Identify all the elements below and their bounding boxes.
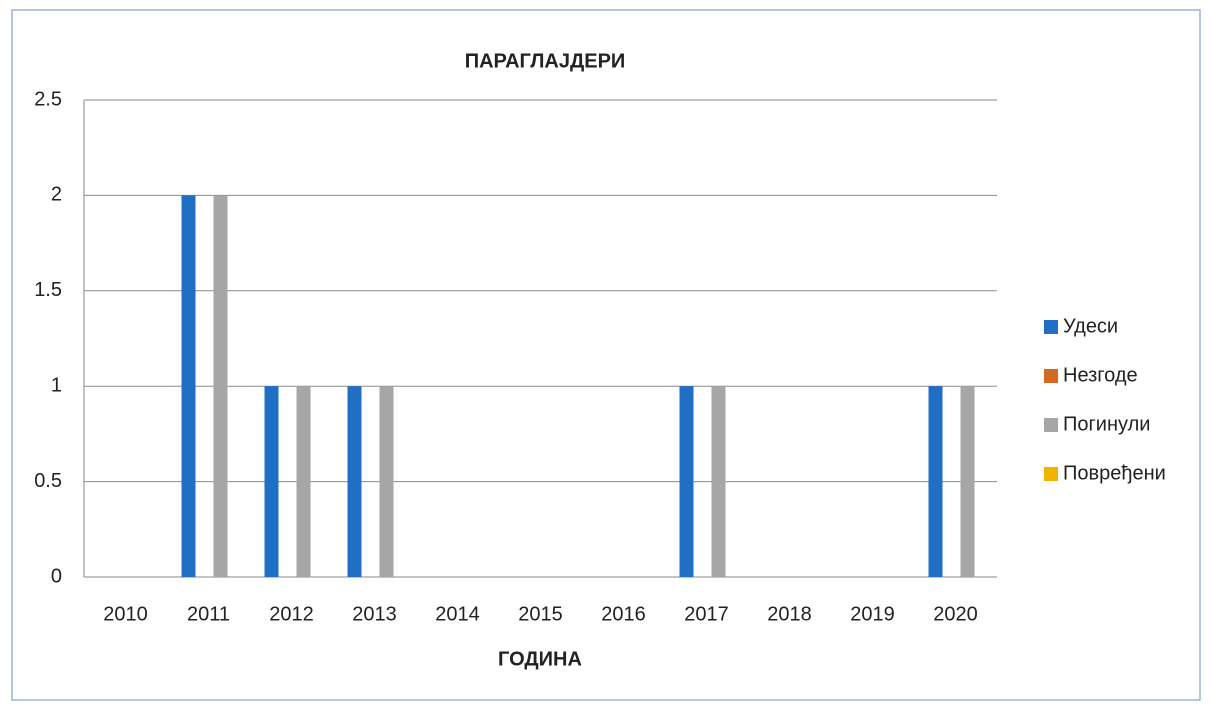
- legend-swatch: [1044, 320, 1058, 334]
- bar: [928, 386, 943, 577]
- chart-frame: [11, 9, 1201, 701]
- x-axis-label: ГОДИНА: [498, 648, 582, 670]
- x-tick-label: 2020: [933, 603, 978, 625]
- x-tick-label: 2018: [767, 603, 812, 625]
- x-tick-label: 2015: [518, 603, 563, 625]
- bar: [379, 386, 394, 577]
- chart-title: ПАРАГЛАЈДЕРИ: [465, 50, 626, 72]
- x-tick-label: 2012: [269, 603, 314, 625]
- x-tick-label: 2016: [601, 603, 646, 625]
- bar: [296, 386, 311, 577]
- bar: [960, 386, 975, 577]
- bar: [711, 386, 726, 577]
- bar: [679, 386, 694, 577]
- x-tick-label: 2014: [435, 603, 480, 625]
- legend-label: Удеси: [1063, 315, 1118, 337]
- x-tick-label: 2011: [187, 603, 230, 625]
- legend-label: Незгоде: [1063, 364, 1138, 386]
- legend-swatch: [1044, 369, 1058, 383]
- bar: [213, 195, 228, 577]
- x-tick-label: 2017: [684, 603, 729, 625]
- y-tick-label: 2.5: [34, 88, 62, 110]
- legend-swatch: [1044, 467, 1058, 481]
- legend-label: Погинули: [1063, 413, 1150, 435]
- legend-swatch: [1044, 418, 1058, 432]
- y-tick-label: 1: [51, 374, 62, 396]
- legend-label: Повређени: [1063, 462, 1166, 484]
- bar: [347, 386, 362, 577]
- bar: [264, 386, 279, 577]
- x-tick-label: 2019: [850, 603, 895, 625]
- y-tick-label: 0.5: [34, 470, 62, 492]
- x-tick-label: 2010: [103, 603, 148, 625]
- x-tick-label: 2013: [352, 603, 397, 625]
- y-tick-label: 0: [51, 565, 62, 587]
- bar: [181, 195, 196, 577]
- y-tick-label: 2: [51, 184, 62, 206]
- y-tick-label: 1.5: [34, 279, 62, 301]
